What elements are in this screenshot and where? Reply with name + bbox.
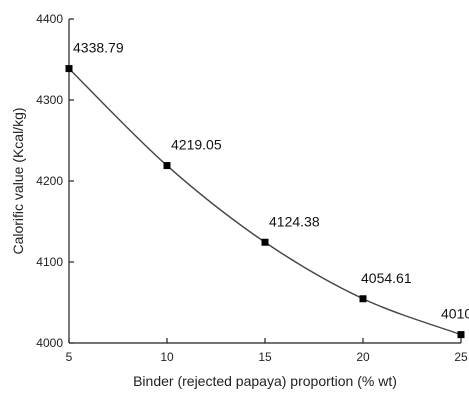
y-axis-title: Calorific value (Kcal/kg) [10, 107, 26, 254]
data-label: 4124.38 [269, 213, 320, 229]
y-tick-label: 4100 [36, 255, 63, 269]
data-label: 4010.36 [441, 306, 469, 322]
y-tick-label: 4000 [36, 336, 63, 350]
axes [68, 19, 461, 344]
y-tick-label: 4300 [36, 93, 63, 107]
data-point-marker [457, 331, 465, 339]
data-point-marker [163, 162, 171, 170]
x-ticks: 5 10 15 20 25 [66, 338, 468, 364]
data-point-marker [261, 238, 269, 246]
data-label: 4219.05 [171, 137, 222, 153]
x-tick-label: 15 [258, 350, 272, 364]
series-line [68, 68, 462, 336]
data-point-marker [359, 295, 367, 303]
y-ticks: 4000 4100 4200 4300 4400 [36, 12, 74, 350]
data-point-marker [65, 65, 73, 73]
x-tick-label: 5 [66, 350, 73, 364]
x-tick-label: 25 [454, 350, 468, 364]
data-label: 4338.79 [73, 40, 124, 56]
y-tick-label: 4400 [36, 12, 63, 26]
x-tick-label: 20 [356, 350, 370, 364]
data-markers [65, 65, 465, 339]
x-axis-title: Binder (rejected papaya) proportion (% w… [133, 373, 397, 389]
data-label: 4054.61 [361, 270, 412, 286]
x-tick-label: 10 [160, 350, 174, 364]
y-tick-label: 4200 [36, 174, 63, 188]
data-labels: 4338.79 4219.05 4124.38 4054.61 4010.36 [73, 40, 469, 322]
